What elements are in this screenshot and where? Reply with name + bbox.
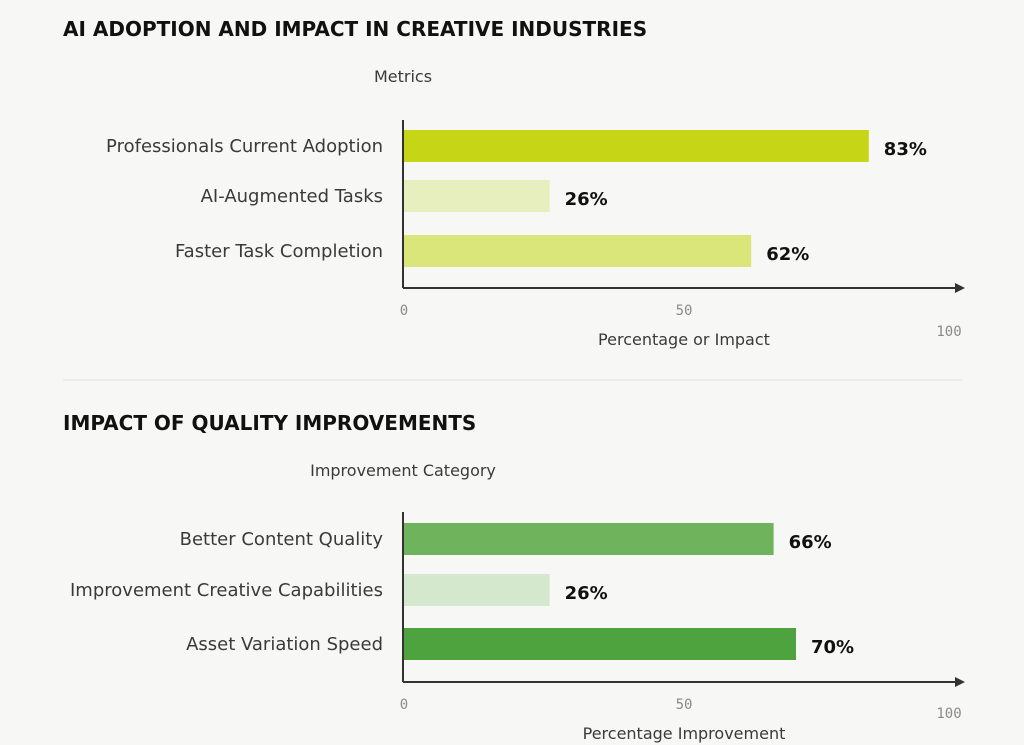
x-tick-100: 100 (936, 324, 961, 340)
value-label: 26% (565, 189, 608, 210)
value-label: 62% (766, 244, 809, 265)
chart-adoption: AI ADOPTION AND IMPACT IN CREATIVE INDUS… (63, 17, 965, 349)
bar-3 (404, 235, 752, 267)
bar-1 (404, 523, 774, 555)
category-label: Professionals Current Adoption (106, 136, 383, 157)
x-tick-50: 50 (676, 303, 693, 319)
chart-title: IMPACT OF QUALITY IMPROVEMENTS (63, 411, 476, 435)
bar-2 (404, 574, 550, 606)
value-label: 83% (884, 139, 927, 160)
y-axis-label: Metrics (374, 67, 432, 86)
chart-title: AI ADOPTION AND IMPACT IN CREATIVE INDUS… (63, 17, 647, 41)
category-label: Faster Task Completion (175, 241, 383, 262)
x-tick-0: 0 (400, 697, 408, 713)
x-axis-arrow-icon (955, 283, 965, 293)
chart-quality: IMPACT OF QUALITY IMPROVEMENTS Improveme… (63, 411, 965, 743)
value-label: 66% (789, 532, 832, 553)
bars-group: Professionals Current Adoption 83% AI-Augm… (106, 130, 927, 267)
value-label: 26% (565, 583, 608, 604)
bar-1 (404, 130, 869, 162)
category-label: Better Content Quality (180, 529, 384, 550)
y-axis-label: Improvement Category (310, 461, 496, 480)
bars-group: Better Content Quality 66% Improvement Cre… (70, 523, 854, 660)
x-axis-label: Percentage or Impact (598, 330, 770, 349)
category-label: Improvement Creative Capabilities (70, 580, 383, 601)
x-tick-100: 100 (936, 706, 961, 722)
bar-3 (404, 628, 796, 660)
x-tick-50: 50 (676, 697, 693, 713)
bar-2 (404, 180, 550, 212)
x-axis-label: Percentage Improvement (583, 724, 786, 743)
value-label: 70% (811, 637, 854, 658)
x-axis-arrow-icon (955, 677, 965, 687)
category-label: AI-Augmented Tasks (201, 186, 383, 207)
x-tick-0: 0 (400, 303, 408, 319)
category-label: Asset Variation Speed (186, 634, 383, 655)
